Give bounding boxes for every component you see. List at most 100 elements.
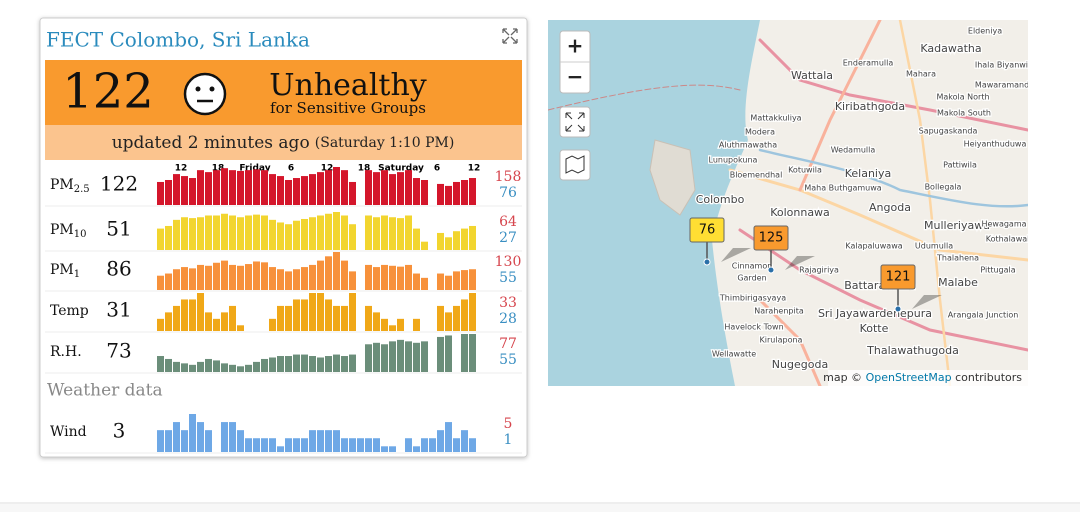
marker-value: 121 — [886, 270, 911, 285]
marker-value: 76 — [699, 223, 716, 238]
map-label: Thimbirigasyaya — [719, 294, 786, 303]
time-label: 6 — [288, 164, 294, 174]
time-label: 12 — [175, 164, 188, 174]
spark-bar — [421, 241, 428, 250]
spark-bar — [461, 270, 468, 290]
spark-bar — [269, 174, 276, 205]
row-max: 33 — [499, 295, 517, 311]
row-label-text: R.H. — [50, 344, 82, 360]
fullscreen-button[interactable] — [559, 106, 591, 138]
updated: updated 2 minutes ago — [112, 133, 310, 153]
spark-bar — [301, 176, 308, 205]
map-label: Modera — [745, 128, 775, 137]
spark-bar — [349, 224, 356, 250]
row-value: 3 — [113, 419, 126, 443]
spark-bar — [373, 312, 380, 331]
spark-bar — [205, 312, 212, 331]
spark-bar — [189, 178, 196, 205]
spark-bar — [333, 430, 340, 452]
map-label: Wedamulla — [831, 146, 876, 155]
map-label: Kiribathgoda — [835, 100, 905, 113]
row-max: 130 — [495, 254, 522, 270]
spark-bar — [309, 174, 316, 205]
aqi-marker[interactable]: 125 — [753, 225, 815, 274]
spark-bar — [237, 170, 244, 205]
spark-bar — [205, 430, 212, 452]
spark-bar — [301, 354, 308, 372]
map-label: Makola North — [936, 93, 989, 102]
aqi-marker[interactable]: 121 — [880, 264, 942, 313]
zoom-in[interactable]: + — [567, 34, 584, 58]
map-label: Havelock Town — [724, 323, 783, 332]
map-label: Pattiwila — [943, 161, 977, 170]
spark-bar — [285, 224, 292, 250]
spark-bar — [205, 265, 212, 290]
map-labels: Colombo Kolonnawa Kelaniya Wattala Kiribathg… — [694, 25, 1028, 372]
time-label: 18 — [212, 164, 225, 174]
spark-bar — [245, 170, 252, 205]
spark-bar — [405, 438, 412, 452]
footer-strip — [0, 504, 1080, 512]
spark-bar — [237, 366, 244, 372]
layers-button[interactable] — [559, 149, 591, 181]
spark-bar — [373, 267, 380, 290]
spark-bar — [397, 172, 404, 205]
spark-bar — [189, 218, 196, 250]
spark-bar — [165, 312, 172, 331]
spark-bar — [373, 342, 380, 372]
map-label: Lunupokuna — [709, 156, 758, 165]
spark-bar — [413, 342, 420, 372]
spark-bar — [237, 217, 244, 250]
spark-bar — [285, 438, 292, 452]
spark-bar — [173, 174, 180, 205]
spark-bar — [253, 169, 260, 205]
spark-bar — [349, 293, 356, 331]
spark-bar — [261, 170, 268, 205]
spark-bar — [413, 318, 420, 331]
spark-bar — [389, 341, 396, 372]
zoom-control: + − — [559, 30, 591, 94]
spark-bar — [221, 168, 228, 205]
spark-bar — [461, 430, 468, 452]
zoom-out[interactable]: − — [567, 65, 584, 89]
aqi-marker[interactable]: 76 — [689, 217, 751, 266]
spark-bar — [437, 183, 444, 205]
expand-icon[interactable] — [502, 28, 518, 44]
spark-bar — [245, 438, 252, 452]
spark-bar — [325, 356, 332, 372]
attribution-link[interactable]: OpenStreetMap — [866, 371, 952, 384]
spark-bar — [213, 360, 220, 372]
map-roads — [548, 20, 1028, 386]
spark-bar — [261, 215, 268, 250]
spark-bar — [413, 178, 420, 205]
time-label: 6 — [434, 164, 440, 174]
map[interactable]: Colombo Kolonnawa Kelaniya Wattala Kiribathg… — [548, 20, 1041, 386]
spark-bar — [189, 364, 196, 372]
spark-bar — [461, 228, 468, 250]
map-label: Sri Jayawardenepura — [818, 307, 932, 320]
spark-bar — [317, 260, 324, 290]
spark-bar — [277, 305, 284, 331]
spark-bar — [237, 325, 244, 331]
aqi-value: 122 — [62, 64, 154, 120]
spark-bar — [469, 334, 476, 372]
spark-bar — [349, 354, 356, 372]
spark-bar — [357, 438, 364, 452]
spark-bar — [181, 176, 188, 205]
spark-bar — [205, 358, 212, 372]
spark-bar — [293, 354, 300, 372]
spark-bar — [453, 438, 460, 452]
spark-bar — [213, 170, 220, 205]
spark-bar — [333, 167, 340, 205]
spark-bar — [333, 252, 340, 290]
row-min: 76 — [499, 185, 517, 201]
attribution-bg — [828, 370, 1028, 386]
map-label: Thalahena — [936, 254, 979, 263]
spark-bar — [261, 262, 268, 290]
spark-bar — [349, 438, 356, 452]
map-label: Aluthmawatha — [719, 141, 777, 150]
spark-bar — [445, 335, 452, 372]
spark-bar — [461, 179, 468, 205]
spark-bar — [397, 266, 404, 290]
